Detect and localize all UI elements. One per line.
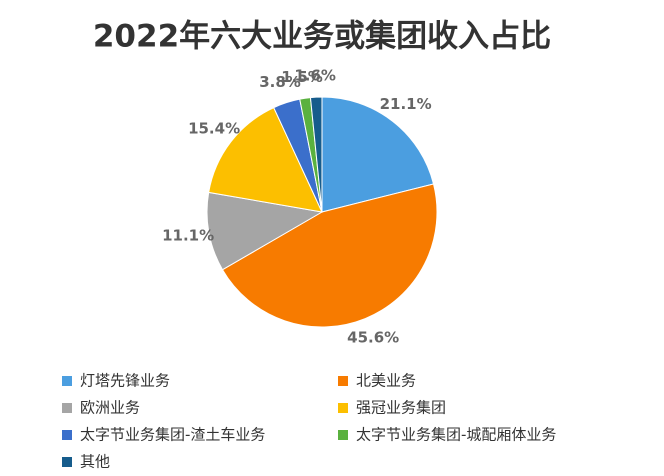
- legend-label: 太字节业务集团-城配厢体业务: [356, 426, 556, 444]
- legend-swatch: [338, 376, 348, 386]
- legend-label: 欧洲业务: [80, 399, 140, 417]
- chart-title: 2022年六大业务或集团收入占比: [93, 19, 551, 55]
- legend-swatch: [62, 403, 72, 413]
- legend-label: 其他: [80, 453, 110, 471]
- legend-label: 太字节业务集团-渣土车业务: [80, 426, 265, 444]
- legend-swatch: [62, 457, 72, 467]
- pie-slice: [208, 106, 323, 213]
- legend-swatch: [62, 430, 72, 440]
- legend-swatch: [338, 403, 348, 413]
- data-label: 11.1%: [162, 226, 214, 244]
- pie-slice: [221, 183, 438, 328]
- data-label: 3.8%: [259, 73, 301, 91]
- data-label: 15.4%: [188, 120, 240, 138]
- pie-slice: [206, 191, 324, 271]
- data-label: 45.6%: [347, 328, 399, 346]
- data-label: 1.6%: [294, 67, 336, 85]
- legend-label: 强冠业务集团: [356, 399, 446, 417]
- legend-swatch: [62, 376, 72, 386]
- data-label: 21.1%: [380, 95, 432, 113]
- legend-label: 灯塔先锋业务: [80, 372, 170, 390]
- legend-swatch: [338, 430, 348, 440]
- pie-slice: [309, 96, 323, 213]
- data-label: 1.5%: [281, 68, 323, 86]
- pie-slice: [321, 96, 435, 213]
- legend-label: 北美业务: [356, 372, 416, 390]
